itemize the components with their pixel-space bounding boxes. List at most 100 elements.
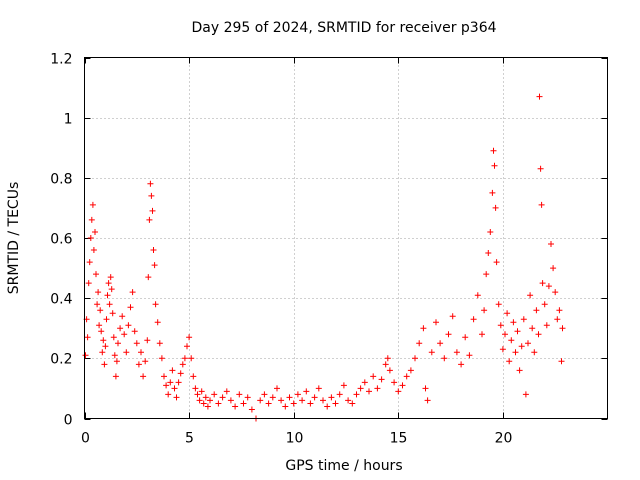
data-point [232,403,239,410]
y-tick-label: 0.4 [50,292,72,308]
data-point [466,352,473,359]
data-point [171,385,178,392]
data-point [115,340,121,347]
data-point [437,340,444,347]
data-point [108,286,115,293]
data-point [453,349,460,356]
data-point [470,316,477,323]
data-point [311,394,318,401]
y-tick-label: 1 [64,112,73,128]
data-point [96,322,103,329]
data-point [113,358,120,365]
data-point [499,346,506,353]
data-point [552,289,559,296]
data-point [261,391,268,398]
data-point [489,189,496,196]
data-point [395,388,402,395]
data-point [399,382,406,389]
data-point [332,400,339,407]
data-point [490,147,497,154]
data-point [533,307,540,314]
data-point [196,397,203,404]
data-point [169,367,176,374]
data-point [502,331,508,338]
data-point [525,340,531,347]
data-point [198,388,205,395]
data-point [543,322,550,329]
data-point [188,355,195,362]
y-tick-label: 0.2 [50,352,72,368]
data-point [485,250,492,256]
data-point [149,207,156,214]
data-point [349,400,356,407]
data-point [516,367,523,374]
data-point [506,358,513,365]
data-point [100,337,107,344]
data-point [94,301,101,308]
data-point [102,343,109,350]
data-point [487,229,494,235]
data-point [458,361,465,368]
data-point [554,316,561,323]
data-point [512,349,519,356]
data-point [181,355,188,362]
data-point [145,274,152,281]
data-point [518,343,525,350]
data-point [86,259,93,266]
data-point [129,289,136,296]
data-point [175,379,182,386]
data-point [135,361,142,368]
data-point [211,391,218,398]
data-point [194,391,201,398]
data-point [508,337,515,344]
data-point [537,165,544,172]
data-point [278,397,285,404]
data-point [103,316,110,323]
data-point [539,280,546,287]
data-point [449,313,456,320]
data-point [493,259,500,266]
data-point [403,373,410,380]
data-point [85,280,92,287]
data-point [558,358,565,365]
data-point [99,349,106,356]
data-point [125,322,132,329]
data-point [416,340,423,347]
data-point [89,201,96,208]
data-point [101,361,108,368]
data-point [282,403,289,410]
data-point [173,394,180,401]
data-point [98,328,105,335]
x-tick-label: 20 [495,431,513,447]
data-point [121,331,128,338]
data-point [109,310,116,317]
data-point [357,385,364,392]
data-point [514,328,521,335]
data-point [147,180,154,187]
data-point [240,400,247,407]
data-point [131,328,138,335]
x-axis-label: GPS time / hours [285,458,402,474]
data-point [152,301,159,308]
data-point [177,370,184,377]
data-point [328,394,335,401]
data-point [190,373,197,380]
data-point [158,355,165,362]
data-point [146,216,153,223]
data-point [336,391,343,398]
data-point [179,361,186,368]
data-point [366,388,372,395]
x-tick-label: 0 [81,431,90,447]
chart-title: Day 295 of 2024, SRMTID for receiver p36… [191,20,496,36]
data-point [378,376,385,383]
data-point [370,373,377,380]
data-point [154,319,161,326]
data-point [93,271,99,278]
data-point [353,391,360,398]
data-point [420,325,427,332]
data-point [186,334,193,341]
data-point [236,391,243,398]
data-point [545,283,552,290]
data-point [299,397,306,404]
data-point [340,382,347,389]
